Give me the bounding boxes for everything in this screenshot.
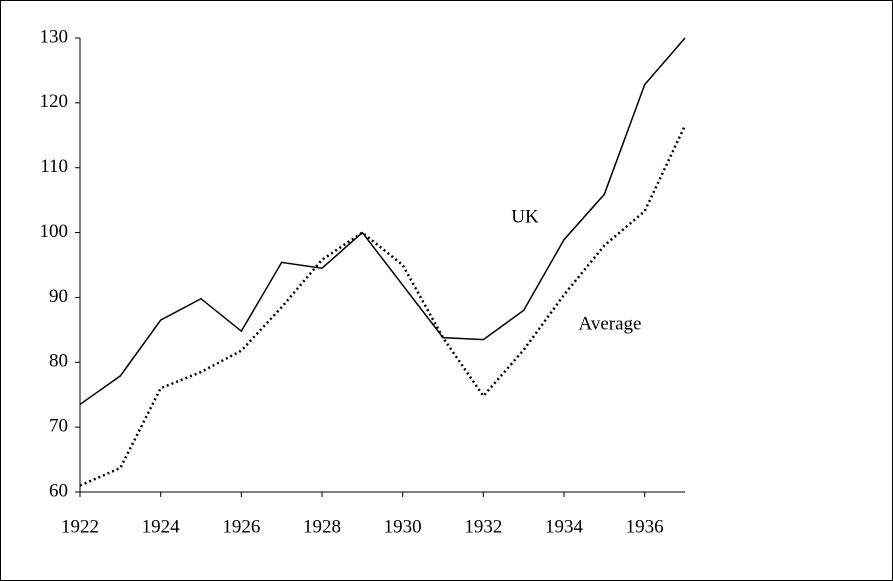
x-tick-label: 1936 [626, 516, 664, 537]
x-tick-label: 1932 [464, 516, 502, 537]
x-tick-label: 1934 [545, 516, 584, 537]
series-label: UK [511, 206, 539, 227]
y-tick-label: 100 [40, 221, 69, 242]
y-tick-label: 60 [49, 480, 68, 501]
series-label: Average [579, 313, 642, 334]
y-tick-label: 70 [49, 416, 68, 437]
x-tick-label: 1926 [222, 516, 260, 537]
x-tick-label: 1922 [61, 516, 99, 537]
x-tick-label: 1928 [303, 516, 341, 537]
y-tick-label: 120 [40, 91, 69, 112]
x-tick-label: 1930 [384, 516, 422, 537]
y-tick-label: 80 [49, 351, 68, 372]
x-tick-label: 1924 [142, 516, 181, 537]
y-tick-label: 110 [40, 156, 68, 177]
y-tick-label: 90 [49, 286, 68, 307]
series-line [79, 125, 687, 487]
series-line [79, 37, 686, 406]
y-tick-label: 130 [40, 26, 69, 47]
